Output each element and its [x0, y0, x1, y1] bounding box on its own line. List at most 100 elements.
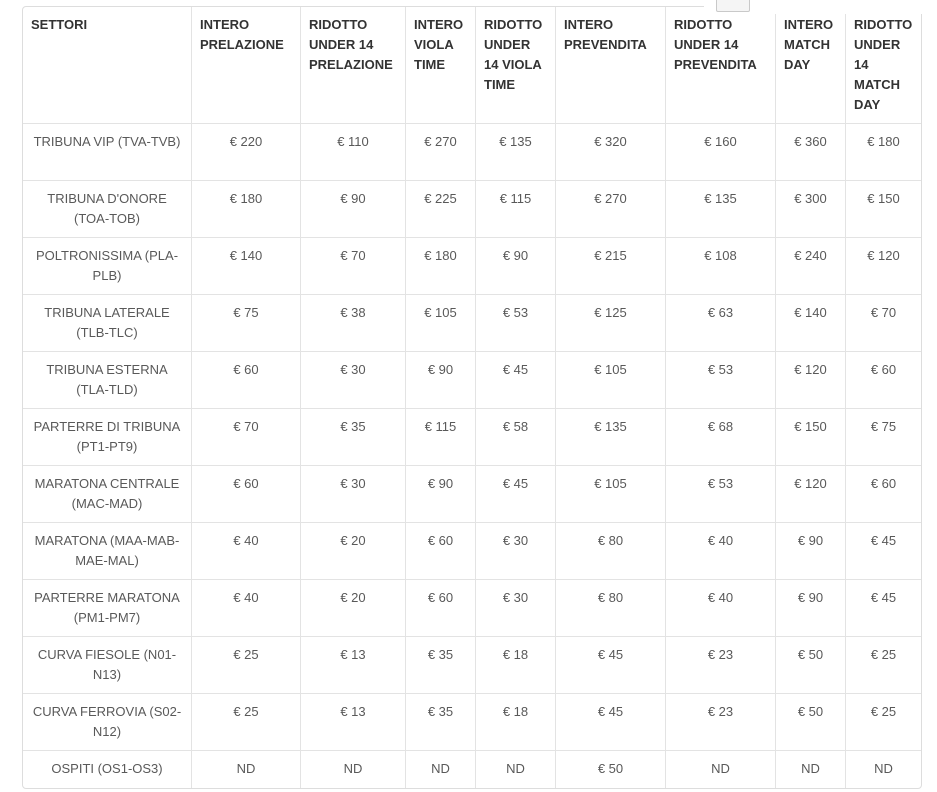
price-cell: € 60	[405, 522, 475, 579]
price-cell: € 75	[845, 408, 921, 465]
sector-prices-table: SETTORI INTERO PRELAZIONE RIDOTTO UNDER 14…	[22, 6, 922, 789]
price-cell: € 90	[775, 522, 845, 579]
price-cell: € 35	[300, 408, 405, 465]
price-cell: € 60	[845, 465, 921, 522]
price-cell: € 70	[300, 237, 405, 294]
price-cell: € 20	[300, 522, 405, 579]
partial-popup-overlay	[704, 0, 937, 14]
price-cell: € 70	[845, 294, 921, 351]
price-cell: € 90	[405, 465, 475, 522]
price-cell: € 23	[665, 636, 775, 693]
price-cell: ND	[665, 750, 775, 788]
price-cell: € 60	[191, 351, 300, 408]
header-cell: INTERO VIOLA TIME	[405, 7, 475, 123]
price-cell: € 115	[405, 408, 475, 465]
price-cell: € 45	[555, 636, 665, 693]
price-cell: € 120	[775, 465, 845, 522]
partial-popup-button[interactable]	[716, 0, 750, 12]
price-cell: € 38	[300, 294, 405, 351]
price-cell: € 68	[665, 408, 775, 465]
price-cell: € 45	[475, 465, 555, 522]
price-cell: € 140	[191, 237, 300, 294]
table-row: TRIBUNA ESTERNA (TLA-TLD) € 60 € 30 € 90 € 4…	[23, 351, 921, 408]
price-cell: € 215	[555, 237, 665, 294]
sector-name-cell: TRIBUNA ESTERNA (TLA-TLD)	[23, 351, 191, 408]
price-cell: € 35	[405, 693, 475, 750]
table-row: CURVA FERROVIA (S02-N12) € 25 € 13 € 35 € 18…	[23, 693, 921, 750]
price-cell: € 18	[475, 636, 555, 693]
price-cell: € 40	[191, 522, 300, 579]
table-row: TRIBUNA D'ONORE (TOA-TOB) € 180 € 90 € 225 €…	[23, 180, 921, 237]
price-cell: € 75	[191, 294, 300, 351]
price-cell: € 120	[775, 351, 845, 408]
sector-name-cell: CURVA FIESOLE (N01-N13)	[23, 636, 191, 693]
price-cell: € 30	[300, 465, 405, 522]
price-cell: € 220	[191, 123, 300, 180]
table-row: PARTERRE MARATONA (PM1-PM7) € 40 € 20 € 60 €…	[23, 579, 921, 636]
sector-name-cell: POLTRONISSIMA (PLA-PLB)	[23, 237, 191, 294]
price-cell: € 13	[300, 636, 405, 693]
price-cell: € 45	[475, 351, 555, 408]
price-cell: € 53	[665, 465, 775, 522]
price-cell: € 135	[665, 180, 775, 237]
price-cell: € 30	[475, 522, 555, 579]
price-cell: ND	[300, 750, 405, 788]
price-cell: € 135	[475, 123, 555, 180]
price-cell: € 25	[191, 636, 300, 693]
price-cell: € 160	[665, 123, 775, 180]
price-cell: ND	[475, 750, 555, 788]
header-cell: RIDOTTO UNDER 14 MATCH DAY	[845, 7, 921, 123]
price-cell: € 63	[665, 294, 775, 351]
sector-name-cell: CURVA FERROVIA (S02-N12)	[23, 693, 191, 750]
price-cell: € 150	[845, 180, 921, 237]
price-cell: € 18	[475, 693, 555, 750]
price-cell: € 40	[665, 522, 775, 579]
table-row: PARTERRE DI TRIBUNA (PT1-PT9) € 70 € 35 € 1…	[23, 408, 921, 465]
price-cell: € 150	[775, 408, 845, 465]
price-cell: € 45	[845, 579, 921, 636]
sector-name-cell: OSPITI (OS1-OS3)	[23, 750, 191, 788]
price-cell: € 135	[555, 408, 665, 465]
sector-name-cell: MARATONA (MAA-MAB-MAE-MAL)	[23, 522, 191, 579]
price-cell: € 140	[775, 294, 845, 351]
header-cell: RIDOTTO UNDER 14 VIOLA TIME	[475, 7, 555, 123]
price-cell: € 360	[775, 123, 845, 180]
price-cell: € 60	[191, 465, 300, 522]
price-cell: € 120	[845, 237, 921, 294]
price-cell: € 60	[405, 579, 475, 636]
price-cell: € 53	[665, 351, 775, 408]
price-cell: € 35	[405, 636, 475, 693]
price-cell: € 180	[845, 123, 921, 180]
sector-name-cell: PARTERRE MARATONA (PM1-PM7)	[23, 579, 191, 636]
price-cell: € 45	[845, 522, 921, 579]
price-cell: € 90	[405, 351, 475, 408]
sector-name-cell: TRIBUNA VIP (TVA-TVB)	[23, 123, 191, 180]
price-cell: € 105	[555, 465, 665, 522]
price-cell: € 80	[555, 522, 665, 579]
price-cell: € 50	[775, 693, 845, 750]
sector-name-cell: TRIBUNA D'ONORE (TOA-TOB)	[23, 180, 191, 237]
header-cell: RIDOTTO UNDER 14 PREVENDITA	[665, 7, 775, 123]
price-cell: ND	[845, 750, 921, 788]
table-header: SETTORI INTERO PRELAZIONE RIDOTTO UNDER 14…	[23, 7, 921, 123]
price-cell: € 80	[555, 579, 665, 636]
price-cell: € 90	[775, 579, 845, 636]
price-cell: € 225	[405, 180, 475, 237]
price-cell: € 115	[475, 180, 555, 237]
price-cell: € 240	[775, 237, 845, 294]
price-cell: € 180	[405, 237, 475, 294]
header-row: SETTORI INTERO PRELAZIONE RIDOTTO UNDER 14…	[23, 7, 921, 123]
sector-name-cell: TRIBUNA LATERALE (TLB-TLC)	[23, 294, 191, 351]
price-cell: € 25	[845, 636, 921, 693]
price-cell: € 40	[665, 579, 775, 636]
price-cell: € 30	[300, 351, 405, 408]
table-row: OSPITI (OS1-OS3) ND ND ND ND € 50 ND ND ND	[23, 750, 921, 788]
sector-prices-table-container: SETTORI INTERO PRELAZIONE RIDOTTO UNDER 14…	[22, 6, 922, 789]
header-cell: INTERO MATCH DAY	[775, 7, 845, 123]
price-cell: € 125	[555, 294, 665, 351]
price-cell: € 25	[191, 693, 300, 750]
price-cell: € 270	[405, 123, 475, 180]
price-cell: € 60	[845, 351, 921, 408]
price-cell: € 320	[555, 123, 665, 180]
price-cell: € 20	[300, 579, 405, 636]
